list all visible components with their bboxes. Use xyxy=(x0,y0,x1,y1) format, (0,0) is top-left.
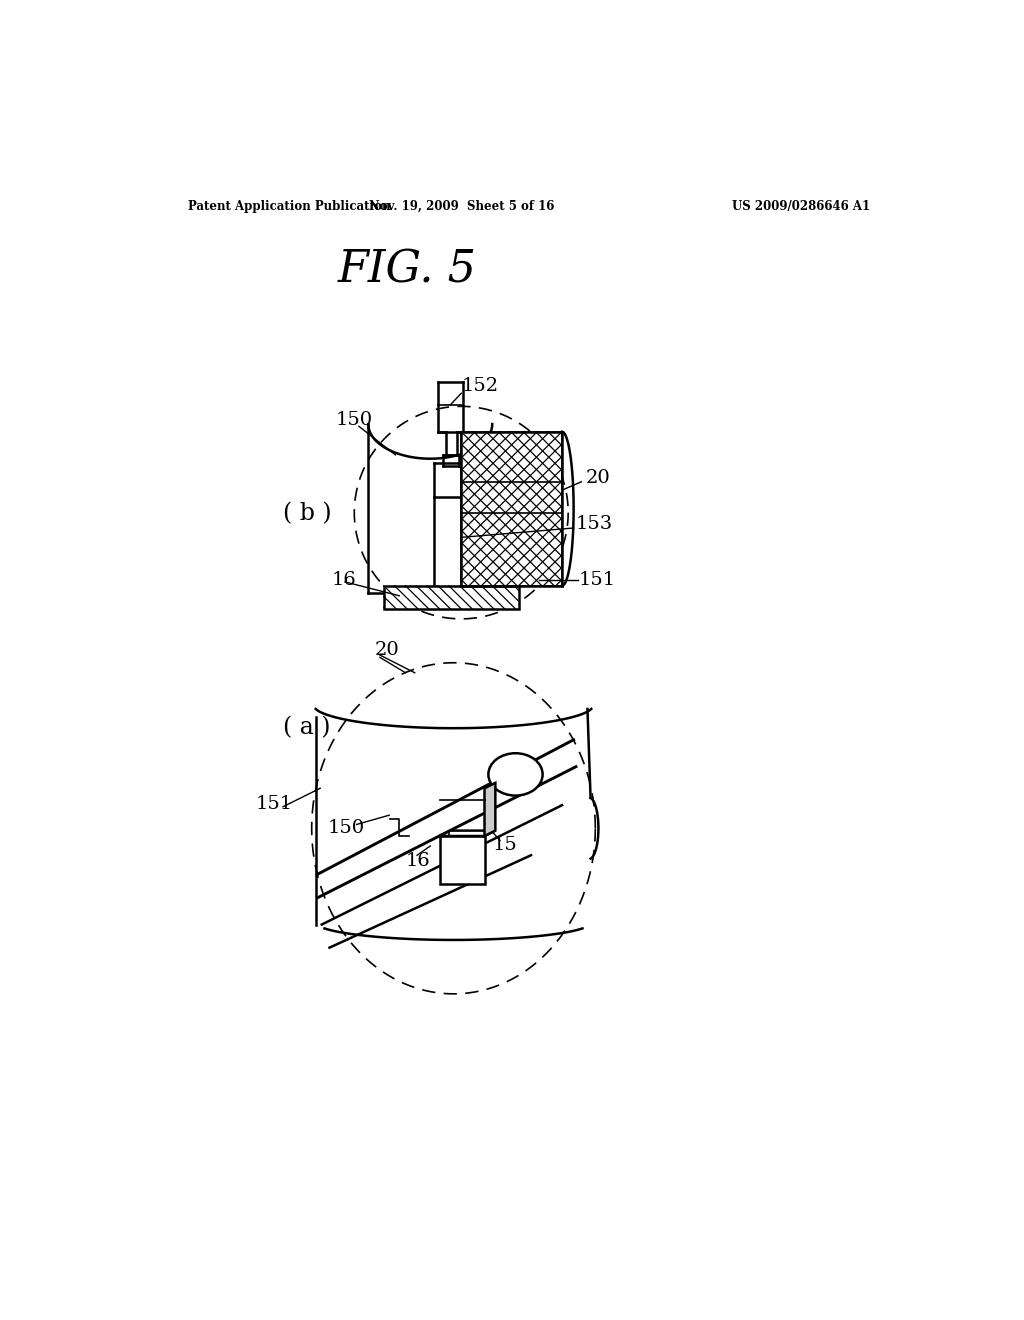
Text: 153: 153 xyxy=(575,515,612,533)
Text: ( a ): ( a ) xyxy=(283,717,331,739)
Text: 20: 20 xyxy=(375,640,399,659)
Bar xyxy=(439,836,484,884)
Text: 20: 20 xyxy=(586,469,610,487)
Text: Nov. 19, 2009  Sheet 5 of 16: Nov. 19, 2009 Sheet 5 of 16 xyxy=(369,199,554,213)
Text: 15: 15 xyxy=(493,837,517,854)
Polygon shape xyxy=(461,432,562,586)
Text: 150: 150 xyxy=(328,820,366,837)
Bar xyxy=(384,586,519,609)
Text: Patent Application Publication: Patent Application Publication xyxy=(188,199,391,213)
Text: ( b ): ( b ) xyxy=(283,503,332,525)
Text: 152: 152 xyxy=(461,376,499,395)
Text: 151: 151 xyxy=(579,572,616,589)
Text: US 2009/0286646 A1: US 2009/0286646 A1 xyxy=(732,199,870,213)
Polygon shape xyxy=(439,830,496,836)
Text: 16: 16 xyxy=(406,851,430,870)
Ellipse shape xyxy=(488,754,543,796)
Text: 150: 150 xyxy=(336,412,373,429)
Text: 151: 151 xyxy=(256,795,293,813)
Polygon shape xyxy=(484,783,496,836)
Text: FIG. 5: FIG. 5 xyxy=(338,248,476,292)
Text: 16: 16 xyxy=(332,572,356,589)
